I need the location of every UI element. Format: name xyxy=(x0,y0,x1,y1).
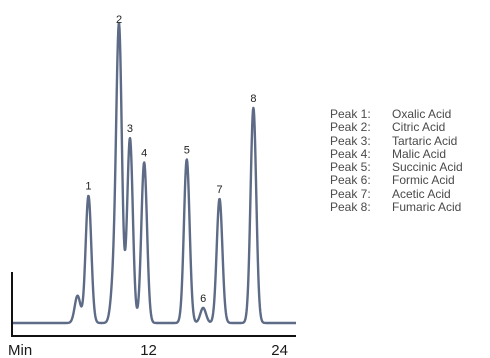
legend-entry: Peak 3: Tartaric Acid xyxy=(330,133,463,148)
legend-peak-number: Peak 4: xyxy=(330,146,371,161)
legend-entry: Peak 8: Fumaric Acid xyxy=(330,200,463,215)
legend-entry: Peak 2: Citric Acid xyxy=(330,120,463,135)
legend-compound-name: Succinic Acid xyxy=(392,160,463,175)
legend-compound-name: Citric Acid xyxy=(392,120,446,135)
legend-compound-name: Fumaric Acid xyxy=(392,200,462,215)
legend-peak-number: Peak 1: xyxy=(330,107,371,121)
legend-entry: Peak 4: Malic Acid xyxy=(330,146,463,161)
x-tick-label: 24 xyxy=(271,342,288,358)
legend-entry: Peak 7: Acetic Acid xyxy=(330,186,463,201)
peak-label: 1 xyxy=(85,181,91,193)
peak-label: 3 xyxy=(127,123,133,135)
legend-entry: Peak 5: Succinic Acid xyxy=(330,160,463,175)
legend-compound-name: Formic Acid xyxy=(392,173,455,188)
chart-legend: Peak 1: Oxalic Acid Peak 2: Citric Acid Peak… xyxy=(330,107,463,215)
legend-compound-name: Acetic Acid xyxy=(392,186,451,201)
peak-label: 7 xyxy=(216,184,222,196)
x-tick-label: 12 xyxy=(140,342,157,358)
legend-peak-number: Peak 7: xyxy=(330,186,371,201)
legend-compound-name: Oxalic Acid xyxy=(392,107,452,121)
legend-compound-name: Tartaric Acid xyxy=(392,133,458,148)
peak-label: 5 xyxy=(184,144,190,156)
legend-peak-number: Peak 8: xyxy=(330,200,371,215)
peak-label: 6 xyxy=(200,293,206,305)
legend-compound-name: Malic Acid xyxy=(392,146,447,161)
legend-entry: Peak 1: Oxalic Acid xyxy=(330,107,463,121)
peak-label: 4 xyxy=(141,147,147,159)
peak-label: 2 xyxy=(116,14,122,26)
legend-peak-number: Peak 6: xyxy=(330,173,371,188)
legend-peak-number: Peak 2: xyxy=(330,120,371,135)
chromatogram-trace xyxy=(11,22,297,325)
legend-peak-number: Peak 5: xyxy=(330,160,371,175)
legend-peak-number: Peak 3: xyxy=(330,133,371,148)
x-tick-label: Min xyxy=(8,342,32,358)
peak-label: 8 xyxy=(250,93,256,105)
legend-entry: Peak 6: Formic Acid xyxy=(330,173,463,188)
